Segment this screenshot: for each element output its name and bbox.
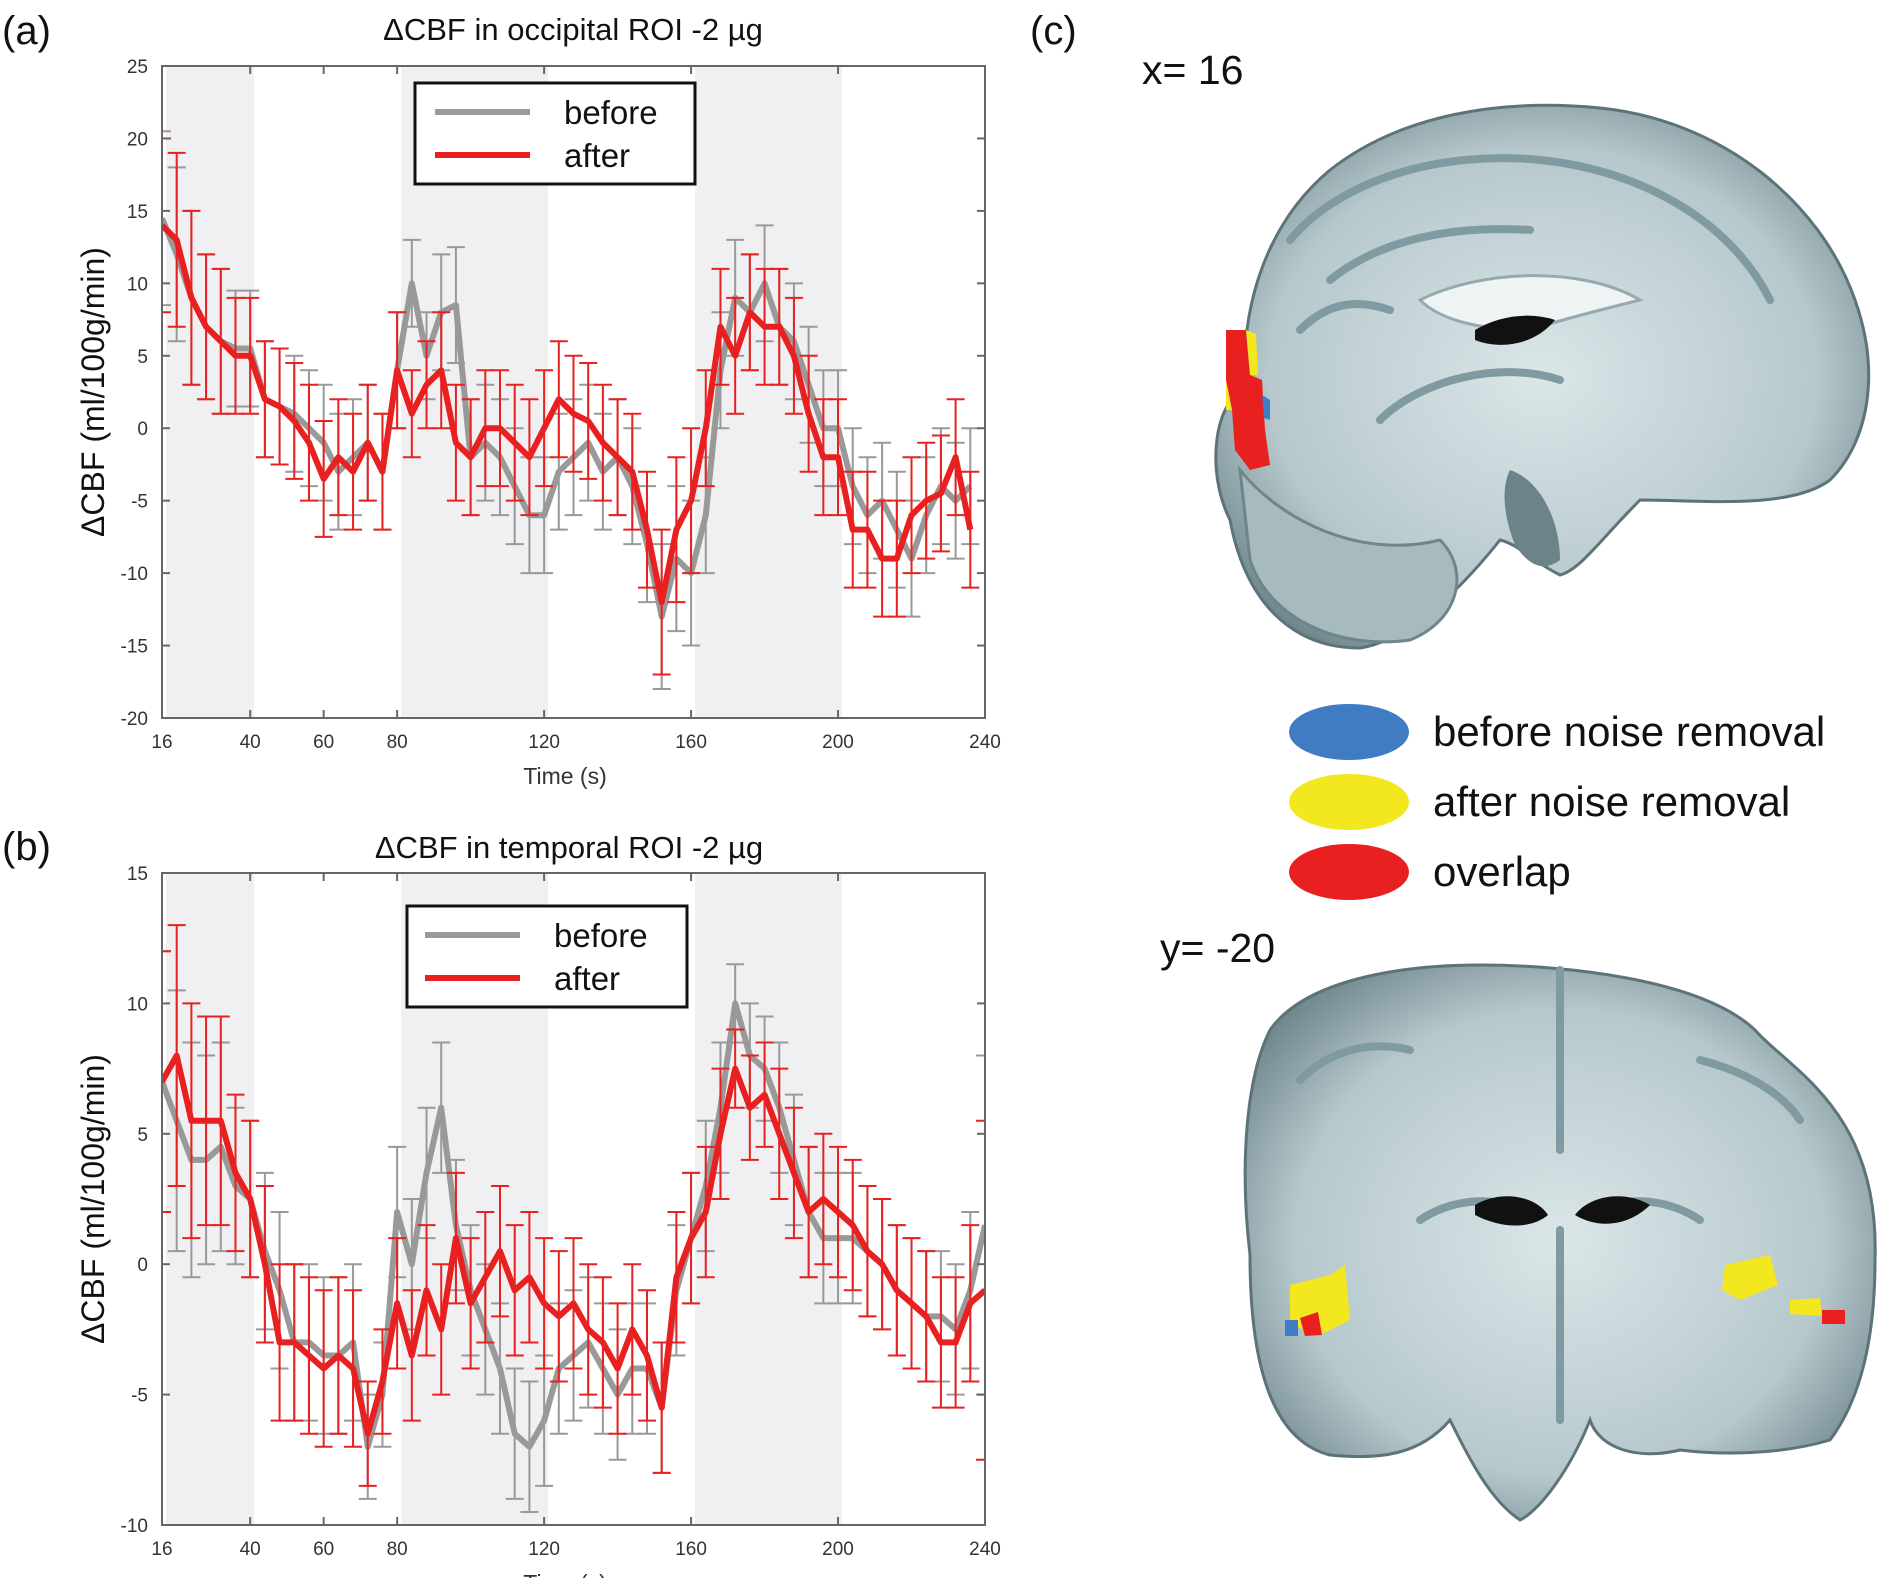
x-tick-label: 160 [675,1539,707,1560]
x-tick-label: 80 [387,732,408,753]
series-line-before [162,216,973,620]
x-axis-label: Time (s) [523,1570,606,1578]
x-tick-label: 120 [528,732,560,753]
brain-sulci [1296,966,1804,1424]
sagittal-brain-slice [1214,103,1871,650]
x-axis-label: Time (s) [523,763,606,789]
y-tick-label: 15 [127,202,148,223]
y-tick-label: -5 [131,1386,148,1407]
sagittal-slice-label: x= 16 [1142,47,1243,93]
stim-band [166,66,255,718]
map-legend-swatch-after [1289,774,1409,830]
legend-box [413,81,697,186]
x-tick-label: 60 [313,1539,334,1560]
y-tick-label: -20 [121,709,148,730]
legend: before after [413,81,697,186]
x-ticks: 16 40 60 80 120 160 200 240 [151,66,1001,753]
x-tick-label: 160 [675,732,707,753]
chart-title: ΔCBF in occipital ROI -2 µg [383,12,763,47]
cerebellum [1237,465,1459,644]
panel-label-a: (a) [2,9,51,53]
x-tick-label: 120 [528,1539,560,1560]
map-legend-label-after: after noise removal [1433,778,1790,825]
legend-label-before: before [564,94,658,131]
y-tick-label: -15 [121,637,148,658]
map-legend-swatch-overlap [1289,844,1409,900]
activation-overlap-right [1822,1310,1845,1324]
x-ticks: 16 40 60 80 120 160 200 240 [151,873,1001,1560]
chart-title: ΔCBF in temporal ROI -2 µg [375,830,763,865]
x-tick-label: 16 [151,1539,172,1560]
x-tick-label: 40 [240,732,261,753]
y-tick-label: 5 [137,347,148,368]
legend-box [405,904,689,1009]
legend-label-before: before [554,917,648,954]
ventricles [1475,1196,1650,1226]
stim-band [166,873,255,1525]
brainstem [1504,470,1560,567]
chart-occipital: 16 40 60 80 120 160 200 240 -20 -15 -10 -5 0 5 10 15 20… [75,12,1001,789]
x-tick-label: 240 [969,1539,1001,1560]
activation-overlap-occipital [1226,330,1270,470]
y-tick-label: 25 [127,57,148,78]
x-tick-label: 40 [240,1539,261,1560]
x-tick-label: 200 [822,732,854,753]
activation-before-occipital [1262,395,1270,420]
y-tick-label: 5 [137,1125,148,1146]
series-after [162,924,985,1487]
axes-frame [161,872,986,1526]
y-tick-label: 20 [127,129,148,150]
x-tick-label: 240 [969,732,1001,753]
series-line-after [162,1052,985,1437]
chart-temporal: 16 40 60 80 120 160 200 240 -10 -5 0 5 10 15 ΔCBF in… [75,830,1001,1583]
corpus-callosum [1417,274,1644,332]
x-tick-label: 80 [387,1539,408,1560]
brain-sulci [1286,154,1774,424]
series-line-after [162,223,974,606]
y-axis-label: ΔCBF (ml/100g/min) [75,1054,111,1344]
y-tick-label: 0 [137,1255,148,1276]
legend-label-after: after [554,960,620,997]
y-ticks: -10 -5 0 5 10 15 [121,864,985,1537]
x-tick-label: 16 [151,732,172,753]
legend: before after [405,904,689,1009]
coronal-brain-slice [1243,963,1877,1522]
x-tick-label: 200 [822,1539,854,1560]
series-after [162,137,980,676]
map-legend-label-overlap: overlap [1433,848,1571,895]
activation-overlap-left [1300,1312,1322,1336]
map-legend: before noise removal after noise removal… [1289,704,1825,900]
legend-label-after: after [564,137,630,174]
coronal-slice-label: y= -20 [1160,925,1275,971]
y-tick-label: -5 [131,492,148,513]
ventricle [1475,315,1555,345]
y-tick-label: 0 [137,419,148,440]
y-tick-label: 10 [127,994,148,1015]
activation-after-occipital [1226,330,1258,410]
x-tick-label: 60 [313,732,334,753]
y-tick-label: -10 [121,1516,148,1537]
y-axis-label: ΔCBF (ml/100g/min) [75,247,111,537]
y-tick-label: -10 [121,564,148,585]
y-ticks: -20 -15 -10 -5 0 5 10 15 20 25 [121,57,985,730]
map-legend-swatch-before [1289,704,1409,760]
map-legend-label-before: before noise removal [1433,708,1825,755]
activation-before-left [1285,1320,1298,1336]
panel-label-b: (b) [2,825,51,869]
y-tick-label: 15 [127,864,148,885]
axes-frame [161,65,986,719]
y-tick-label: 10 [127,274,148,295]
panel-label-c: (c) [1030,9,1077,53]
activation-after-right [1722,1255,1822,1316]
